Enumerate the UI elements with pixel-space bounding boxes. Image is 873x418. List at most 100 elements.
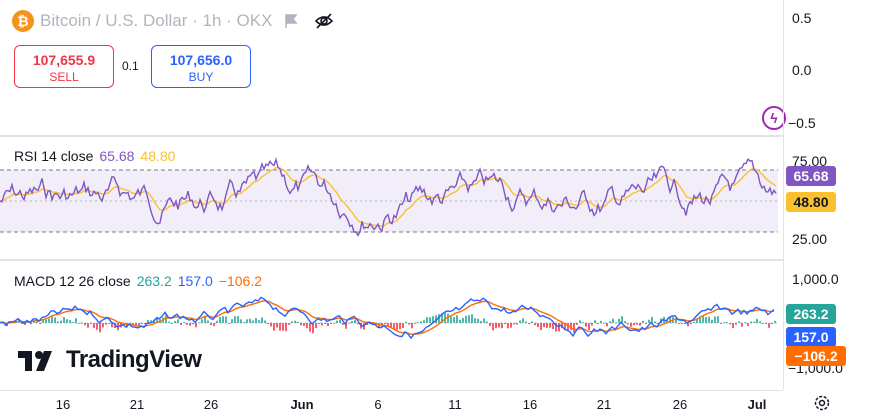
macd-histogram-bar — [525, 321, 527, 323]
macd-histogram-bar — [687, 323, 689, 327]
rsi-plot[interactable] — [0, 137, 783, 259]
macd-histogram-bar — [693, 321, 695, 323]
macd-histogram-bar — [747, 323, 749, 327]
tradingview-logo[interactable]: TradingView — [18, 346, 202, 374]
macd-histogram-bar — [543, 323, 545, 328]
eye-off-icon[interactable] — [314, 12, 334, 30]
macd-histogram-bar — [312, 323, 314, 334]
macd-histogram-bar — [126, 323, 128, 328]
macd-histogram-bar — [207, 320, 209, 323]
macd-histogram-bar — [168, 321, 170, 323]
macd-signal-line — [0, 300, 775, 336]
macd-histogram-bar — [522, 318, 524, 323]
macd-histogram-bar — [93, 323, 95, 328]
macd-histogram-bar — [630, 323, 632, 327]
macd-histogram-bar — [480, 320, 482, 323]
macd-histogram-bar — [606, 323, 608, 327]
macd-histogram-bar — [30, 323, 32, 325]
macd-histogram-bar — [498, 323, 500, 328]
macd-histogram-bar — [111, 323, 113, 328]
macd-histogram-bar — [768, 323, 770, 328]
sell-button[interactable]: 107,655.9 SELL — [14, 45, 114, 88]
macd-histogram-bar — [216, 320, 218, 323]
macd-histogram-bar — [48, 318, 50, 323]
macd-histogram-bar — [348, 322, 350, 324]
macd-histogram-bar — [129, 322, 131, 324]
rsi-value-badge: 65.68 — [786, 166, 836, 186]
macd-histogram-bar — [678, 323, 680, 324]
macd-histogram-bar — [303, 323, 305, 326]
lightning-icon[interactable]: ϟ — [762, 106, 786, 130]
macd-histogram-bar — [477, 318, 479, 323]
macd-histogram-bar — [555, 323, 557, 332]
time-axis-label: 11 — [448, 397, 462, 412]
symbol-title[interactable]: Bitcoin / U.S. Dollar · 1h · OKX — [40, 11, 273, 30]
macd-histogram-bar — [654, 321, 656, 323]
flag-icon[interactable] — [284, 13, 298, 29]
macd-histogram-bar — [339, 319, 341, 323]
macd-histogram-bar — [618, 318, 620, 323]
macd-histogram-bar — [174, 321, 176, 323]
macd-histogram-bar — [732, 323, 734, 329]
settings-icon[interactable] — [813, 394, 831, 412]
buy-button[interactable]: 107,656.0 BUY — [151, 45, 251, 88]
pane-separator[interactable] — [0, 259, 783, 261]
rsi-band — [0, 170, 778, 232]
macd-histogram-bar — [501, 323, 503, 329]
macd-histogram-bar — [513, 323, 515, 325]
macd-histogram-bar — [264, 320, 266, 323]
macd-histogram-bar — [270, 323, 272, 327]
buy-label: BUY — [188, 70, 214, 84]
macd-histogram-bar — [243, 322, 245, 324]
macd-histogram-bar — [585, 323, 587, 327]
macd-histogram-bar — [255, 318, 257, 323]
macd-histogram-bar — [702, 315, 704, 323]
rsi-legend[interactable]: RSI 14 close 65.68 48.80 — [14, 148, 175, 164]
macd-histogram-bar — [558, 323, 560, 332]
time-axis-label: Jun — [290, 397, 314, 412]
macd-histogram-bar — [540, 323, 542, 331]
macd-histogram-bar — [387, 323, 389, 327]
macd-histogram-bar — [603, 322, 605, 324]
macd-plot[interactable] — [0, 261, 783, 390]
macd-histogram-bar — [570, 323, 572, 331]
macd-histogram-bar — [75, 318, 77, 323]
macd-histogram-bar — [471, 314, 473, 323]
macd-histogram-bar — [492, 323, 494, 331]
macd-histogram-bar — [468, 315, 470, 323]
macd-histogram-bar — [642, 320, 644, 323]
macd-histogram-bar — [24, 323, 26, 325]
macd-histogram-bar — [81, 322, 83, 324]
macd-histogram-bar — [516, 323, 518, 325]
macd-histogram-bar — [474, 318, 476, 323]
macd-histogram-bar — [756, 318, 758, 323]
macd-histogram-bar — [534, 323, 536, 326]
spread-value: 0.1 — [122, 59, 139, 73]
macd-histogram-bar — [528, 323, 530, 324]
macd-histogram-bar — [432, 316, 434, 323]
macd-histogram-bar — [237, 316, 239, 323]
rsi-legend-value: 65.68 — [99, 148, 135, 164]
macd-histogram-bar — [633, 323, 635, 326]
macd-histogram-bar — [276, 323, 278, 328]
macd-histogram-bar — [735, 323, 737, 325]
macd-legend[interactable]: MACD 12 26 close 263.2 157.0 −106.2 — [14, 273, 262, 289]
macd-legend-name: MACD 12 26 close — [14, 273, 131, 289]
macd-histogram-bar — [240, 319, 242, 323]
macd-histogram-bar — [771, 323, 773, 324]
time-axis-label: 26 — [672, 397, 688, 412]
macd-histogram-bar — [729, 323, 731, 325]
macd-histogram-bar — [423, 320, 425, 323]
macd-histogram-bar — [759, 321, 761, 323]
macd-histogram-bar — [486, 321, 488, 323]
macd-histogram-bar — [774, 321, 776, 323]
macd-histogram-bar — [726, 322, 728, 324]
macd-signal-badge: −106.2 — [786, 346, 846, 366]
macd-histogram-bar — [717, 316, 719, 323]
macd-histogram-bar — [279, 323, 281, 331]
macd-histogram-bar — [576, 323, 578, 325]
macd-histogram-bar — [456, 315, 458, 323]
macd-histogram-bar — [762, 323, 764, 324]
macd-histogram-bar — [384, 323, 386, 324]
pane-separator[interactable] — [0, 135, 783, 137]
